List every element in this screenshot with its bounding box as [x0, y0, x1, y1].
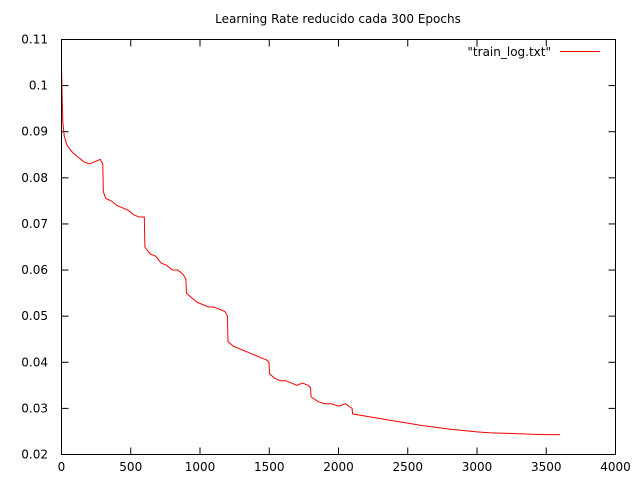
- y-tick-label: 0.04: [21, 355, 48, 369]
- y-tick-label: 0.06: [21, 263, 48, 277]
- x-tick-label: 1500: [254, 460, 285, 474]
- x-tick-label: 500: [119, 460, 142, 474]
- y-tick-label: 0.09: [21, 125, 48, 139]
- x-tick-label: 1000: [185, 460, 216, 474]
- y-tick-label: 0.08: [21, 171, 48, 185]
- y-tick-label: 0.05: [21, 309, 48, 323]
- y-tick-label: 0.1: [29, 79, 48, 93]
- x-tick-label: 0: [58, 460, 66, 474]
- legend-label: "train_log.txt": [467, 45, 551, 59]
- x-tick-label: 4000: [600, 460, 631, 474]
- chart-title: Learning Rate reducido cada 300 Epochs: [215, 12, 461, 26]
- x-tick-label: 2500: [392, 460, 423, 474]
- y-axis: 0.02 0.03 0.04 0.05 0.06 0.07 0.08 0.09 0.1 0.11: [21, 33, 616, 462]
- x-tick-label: 3500: [531, 460, 562, 474]
- y-tick-label: 0.03: [21, 401, 48, 415]
- y-tick-label: 0.02: [21, 448, 48, 462]
- x-axis: 0 500 1000 1500 2000 2500 3000 3500 4000: [58, 39, 631, 474]
- plot-frame: [61, 39, 616, 455]
- series-line-train-log: [61, 67, 561, 436]
- x-tick-label: 2000: [323, 460, 354, 474]
- x-tick-label: 3000: [462, 460, 493, 474]
- legend: "train_log.txt": [467, 45, 600, 59]
- y-tick-label: 0.07: [21, 217, 48, 231]
- y-tick-label: 0.11: [21, 33, 48, 47]
